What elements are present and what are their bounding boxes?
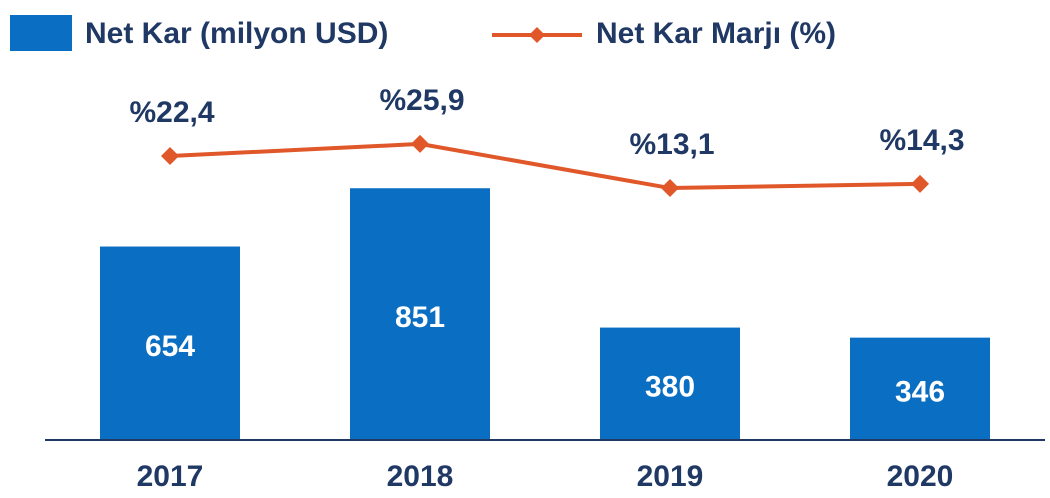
legend-marker [529,27,545,43]
legend-swatch [10,15,72,51]
bar [100,246,240,440]
line-marker [661,179,679,198]
bar [350,188,490,440]
line-marker [161,147,179,165]
legend-label: Net Kar Marjı (%) [596,17,836,50]
legend-label: Net Kar (milyon USD) [85,17,388,50]
x-tick-label: 2019 [637,460,704,493]
line-value-label: %25,9 [379,84,464,117]
line-marker [411,134,429,153]
line-marker [911,174,929,193]
bar-value-label: 654 [145,330,195,363]
x-tick-label: 2017 [137,460,204,493]
line-value-label: %14,3 [879,124,964,157]
line-value-label: %22,4 [129,96,214,129]
x-tick-label: 2018 [387,460,454,493]
line-value-label: %13,1 [629,128,714,161]
bar-value-label: 851 [395,301,445,334]
line [169,141,921,191]
bar-value-label: 346 [895,376,945,409]
x-tick-label: 2020 [887,460,954,493]
bar [600,327,740,440]
bar-value-label: 380 [645,371,695,404]
bar [850,337,990,440]
